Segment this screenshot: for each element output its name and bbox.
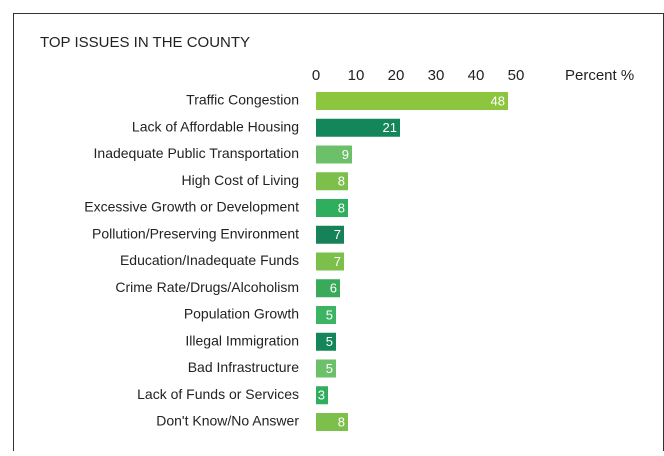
y-tick-label: Traffic Congestion	[186, 92, 299, 108]
bar	[316, 386, 328, 405]
bar	[316, 118, 400, 137]
bar	[316, 332, 336, 351]
data-label: 9	[342, 147, 349, 162]
y-tick-label: Don't Know/No Answer	[156, 413, 299, 429]
y-tick-label: Crime Rate/Drugs/Alcoholism	[115, 279, 299, 295]
x-tick-label: 30	[428, 67, 445, 84]
bar	[316, 306, 336, 324]
y-tick-label: Excessive Growth or Development	[84, 199, 299, 215]
bar	[316, 359, 336, 378]
data-label: 5	[326, 334, 333, 349]
bar	[316, 199, 348, 217]
chart-title: TOP ISSUES IN THE COUNTY	[40, 34, 250, 51]
data-label: 5	[326, 361, 333, 376]
y-tick-label: Pollution/Preserving Environment	[92, 225, 299, 241]
x-tick-label: 0	[312, 67, 320, 84]
x-tick-label: 40	[468, 67, 485, 84]
data-label: 6	[330, 281, 337, 296]
data-label: 21	[383, 120, 397, 135]
y-tick-label: Bad Infrastructure	[188, 359, 299, 375]
data-label: 48	[491, 93, 505, 108]
y-tick-label: Lack of Affordable Housing	[132, 118, 299, 134]
bar	[316, 279, 340, 298]
y-tick-label: Inadequate Public Transportation	[94, 145, 299, 161]
bar	[316, 172, 348, 191]
y-tick-label: Lack of Funds or Services	[137, 386, 299, 402]
y-tick-label: High Cost of Living	[181, 172, 299, 188]
x-tick-label: 20	[388, 67, 405, 84]
x-tick-label: 50	[508, 67, 525, 84]
data-label: 7	[334, 254, 341, 269]
data-label: 3	[318, 388, 325, 403]
bar	[316, 225, 344, 244]
bar	[316, 92, 508, 110]
data-label: 8	[338, 200, 345, 215]
y-tick-label: Population Growth	[184, 306, 299, 322]
data-label: 8	[338, 174, 345, 189]
axis-label: Percent %	[565, 67, 634, 84]
bar	[316, 145, 352, 164]
data-label: 5	[326, 307, 333, 322]
bar	[316, 252, 344, 271]
x-tick-label: 10	[348, 67, 365, 84]
data-label: 8	[338, 414, 345, 429]
y-tick-label: Illegal Immigration	[185, 332, 299, 348]
y-tick-label: Education/Inadequate Funds	[120, 252, 299, 268]
data-label: 7	[334, 227, 341, 242]
bar	[316, 413, 348, 431]
